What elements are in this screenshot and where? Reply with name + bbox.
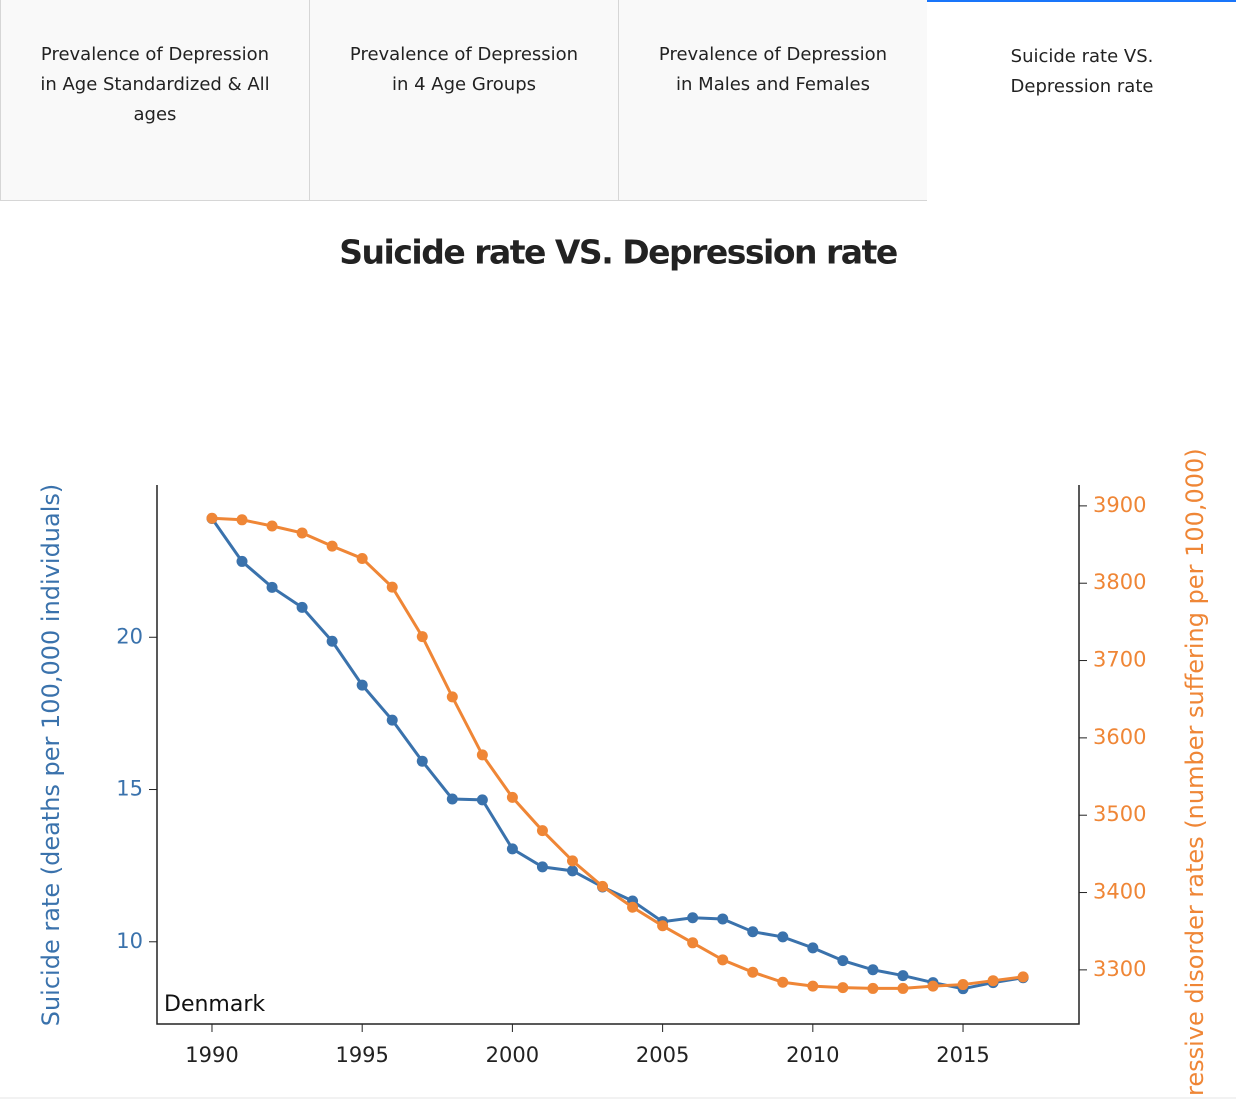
point (266, 520, 278, 532)
point (867, 964, 879, 976)
point (897, 982, 909, 994)
series-line (210, 517, 1024, 991)
point (266, 581, 278, 593)
y-tick-label: 10 (116, 929, 143, 953)
x-tick-label: 1990 (185, 1043, 238, 1067)
point (326, 635, 338, 647)
point (536, 861, 548, 873)
point (657, 920, 669, 932)
point (807, 942, 819, 954)
annotation: Denmark (164, 992, 265, 1017)
point (446, 793, 458, 805)
point (777, 976, 789, 988)
point (206, 512, 218, 524)
axis-frame (156, 485, 1080, 1025)
y2-tick-label: 3800 (1093, 570, 1146, 594)
y2-tick-label: 3400 (1093, 880, 1146, 904)
tab-selected[interactable]: Suicide rate VS. Depression rate (927, 0, 1236, 201)
point (717, 913, 729, 925)
tab-bar: Prevalence of Depression in Age Standard… (0, 0, 1236, 201)
x-tick-label: 2000 (486, 1043, 539, 1067)
y2-axis-title: ressive disorder rates (number suffering… (1181, 448, 1209, 1096)
point (597, 880, 609, 892)
y2-tick-label: 3500 (1093, 802, 1146, 826)
x-tick-label: 2015 (936, 1043, 989, 1067)
y-tick-label: 20 (116, 624, 143, 648)
point (627, 901, 639, 913)
point (386, 714, 398, 726)
point (687, 912, 699, 924)
point (446, 691, 458, 703)
tab[interactable]: Prevalence of Depression in Males and Fe… (618, 0, 928, 201)
point (506, 791, 518, 803)
point (566, 865, 578, 877)
point (987, 975, 999, 987)
point (837, 955, 849, 967)
point (296, 527, 308, 539)
point (927, 980, 939, 992)
point (536, 825, 548, 837)
point (236, 514, 248, 526)
x-tick-label: 1995 (335, 1043, 388, 1067)
point (236, 555, 248, 567)
point (476, 749, 488, 761)
point (416, 631, 428, 643)
x-tick-label: 2010 (786, 1043, 839, 1067)
y2-tick-label: 3300 (1093, 957, 1146, 981)
chart-title: Suicide rate VS. Depression rate (339, 233, 897, 272)
x-tick-label: 2005 (636, 1043, 689, 1067)
series-line (211, 516, 1024, 990)
point (476, 794, 488, 806)
point (957, 979, 969, 991)
y2-tick-label: 3600 (1093, 725, 1146, 749)
point (506, 843, 518, 855)
point (416, 755, 428, 767)
point (1017, 971, 1029, 983)
point (867, 982, 879, 994)
point (356, 552, 368, 564)
point (747, 966, 759, 978)
y2-tick-label: 3900 (1093, 493, 1146, 517)
point (566, 855, 578, 867)
point (326, 540, 338, 552)
tab[interactable]: Prevalence of Depression in Age Standard… (0, 0, 310, 201)
y-axis-title: Suicide rate (deaths per 100,000 individ… (37, 484, 65, 1027)
tab[interactable]: Prevalence of Depression in 4 Age Groups (309, 0, 619, 201)
point (897, 970, 909, 982)
point (717, 954, 729, 966)
point (747, 926, 759, 938)
point (837, 982, 849, 994)
point (296, 601, 308, 613)
point (356, 679, 368, 691)
point (687, 937, 699, 949)
y2-tick-label: 3700 (1093, 648, 1146, 672)
point (777, 931, 789, 943)
point (386, 581, 398, 593)
point (807, 980, 819, 992)
y-tick-label: 15 (116, 777, 143, 801)
